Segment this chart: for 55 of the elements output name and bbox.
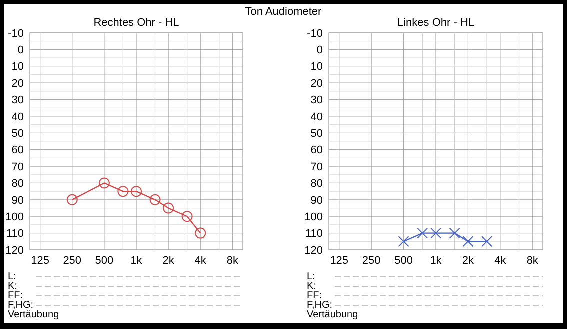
y-tick-label: -10 xyxy=(8,28,24,40)
text: L: xyxy=(8,272,16,282)
x-tick-label: 1k xyxy=(130,255,143,267)
y-tick-label: 50 xyxy=(12,128,24,140)
x-tick-label: 250 xyxy=(63,255,82,267)
x-tick-label: 8k xyxy=(226,255,239,267)
y-tick-label: 90 xyxy=(310,194,323,207)
x-tick-label: 125 xyxy=(330,255,349,267)
text: K: xyxy=(8,281,18,292)
y-tick-label: 100 xyxy=(6,211,24,224)
y-tick-label: 0 xyxy=(18,44,24,57)
y-tick-label: 80 xyxy=(310,178,323,190)
text: K: xyxy=(307,281,316,292)
y-tick-label: 10 xyxy=(12,61,24,74)
y-tick-label: 20 xyxy=(12,78,24,90)
x-tick-label: 1k xyxy=(430,255,442,267)
text: FF: xyxy=(307,290,322,302)
y-tick-label: 110 xyxy=(305,228,323,240)
y-tick-label: 30 xyxy=(310,94,323,107)
chart-subtitle: Rechtes Ohr - HL xyxy=(94,17,180,29)
y-tick-label: 40 xyxy=(12,111,24,124)
y-tick-label: 110 xyxy=(6,228,24,240)
y-tick-label: 90 xyxy=(12,194,24,207)
y-tick-label: 20 xyxy=(310,78,323,90)
y-tick-label: -10 xyxy=(307,28,323,40)
text: F,HG: xyxy=(8,300,34,311)
y-tick-label: 0 xyxy=(316,44,323,57)
y-tick-label: 10 xyxy=(310,61,323,74)
y-tick-label: 60 xyxy=(12,144,24,157)
text: Vertäubung xyxy=(307,310,358,320)
x-tick-label: 2k xyxy=(462,255,475,267)
x-tick-label: 125 xyxy=(31,255,50,267)
y-tick-label: 30 xyxy=(12,94,24,107)
y-tick-label: 100 xyxy=(304,211,323,224)
y-tick-label: 120 xyxy=(6,244,24,257)
x-tick-label: 250 xyxy=(362,255,381,267)
text: F,HG: xyxy=(307,300,333,311)
y-tick-label: 70 xyxy=(310,161,323,174)
x-tick-label: 4k xyxy=(494,255,507,267)
x-tick-label: 4k xyxy=(194,255,207,267)
y-tick-label: 80 xyxy=(12,178,24,190)
x-tick-label: 500 xyxy=(394,255,413,267)
x-tick-label: 2k xyxy=(162,255,175,267)
x-tick-label: 500 xyxy=(95,255,114,267)
y-tick-label: 120 xyxy=(304,244,323,257)
y-tick-label: 70 xyxy=(12,161,24,174)
chart-subtitle: Linkes Ohr - HL xyxy=(397,17,475,29)
y-tick-label: 60 xyxy=(310,144,323,157)
y-tick-label: 40 xyxy=(310,111,323,124)
text: Ton Audiometer xyxy=(245,6,322,18)
y-tick-label: 50 xyxy=(310,128,323,140)
x-tick-label: 8k xyxy=(526,255,539,267)
text: L: xyxy=(307,272,316,282)
text: Vertäubung xyxy=(8,310,60,320)
text: FF: xyxy=(8,290,23,302)
